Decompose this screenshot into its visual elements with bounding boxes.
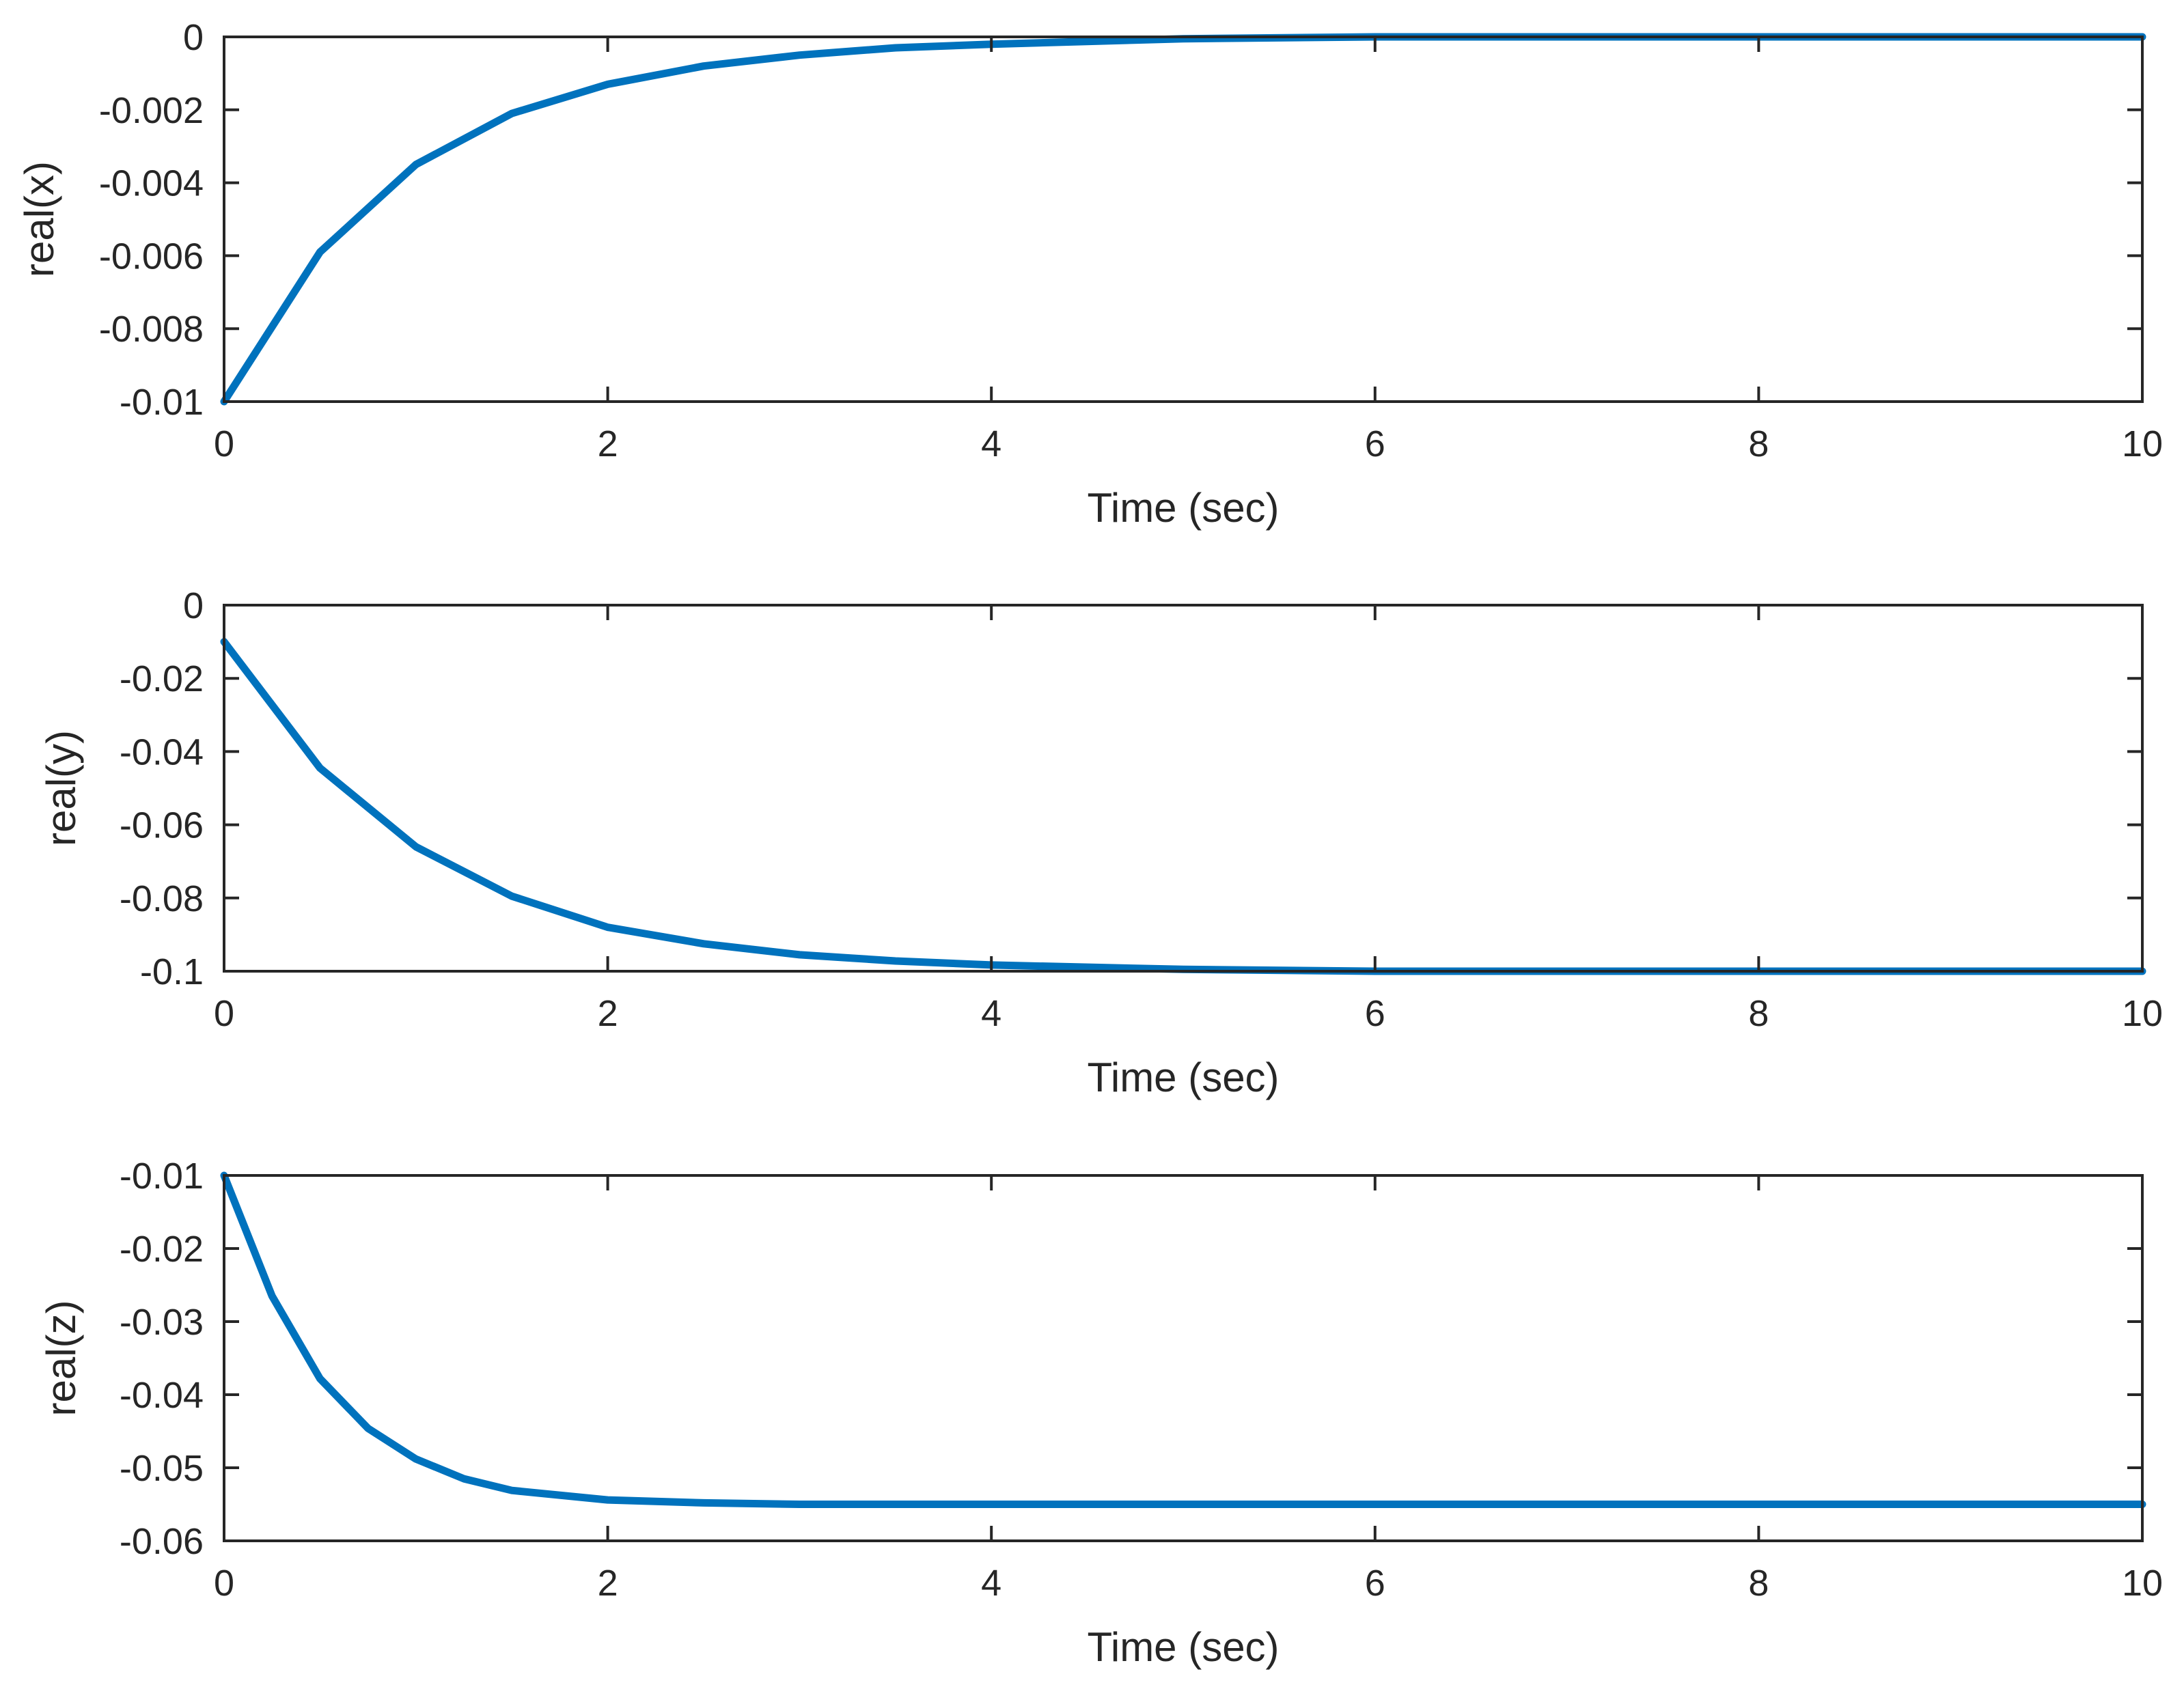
axes-frame-x: [223, 36, 2144, 403]
x-tick-label: 8: [1748, 423, 1769, 464]
x-tick-label: 6: [1365, 993, 1385, 1034]
series-line-z: [220, 1171, 2146, 1508]
y-tick-label: -0.006: [99, 236, 204, 277]
y-tick-label: 0: [183, 17, 204, 58]
y-tick-label: -0.002: [99, 90, 204, 131]
subplot-y: 0 2 4 6 8 10 0 -0.02 -0.04 -0.06 -0.08 -0.1 Time (se…: [38, 585, 2163, 1100]
x-axis-label: Time (sec): [1087, 485, 1279, 531]
y-tick-label: -0.05: [120, 1448, 204, 1489]
x-tick-label: 10: [2122, 1563, 2163, 1604]
y-tick-label: -0.1: [140, 951, 204, 992]
y-tick-label: -0.008: [99, 309, 204, 350]
x-tick-label: 2: [598, 1563, 618, 1604]
y-axis-label: real(x): [16, 161, 62, 277]
x-tick-label: 2: [598, 423, 618, 464]
y-tick-label: -0.02: [120, 1229, 204, 1270]
x-axis-label: Time (sec): [1087, 1624, 1279, 1670]
y-tick-label: -0.06: [120, 805, 204, 846]
y-tick-label: -0.004: [99, 163, 204, 204]
x-tick-label: 8: [1748, 993, 1769, 1034]
y-tick-label: -0.03: [120, 1302, 204, 1343]
x-tick-label: 10: [2122, 993, 2163, 1034]
y-tick-label: -0.04: [120, 1375, 204, 1416]
x-tick-label: 6: [1365, 423, 1385, 464]
x-tick-label: 4: [981, 993, 1001, 1034]
x-tick-label: 8: [1748, 1563, 1769, 1604]
axes-frame-y: [223, 604, 2144, 973]
y-tick-label: 0: [183, 585, 204, 626]
x-tick-label: 4: [981, 423, 1001, 464]
y-tick-label: -0.08: [120, 878, 204, 919]
x-tick-label: 2: [598, 993, 618, 1034]
x-tick-label: 10: [2122, 423, 2163, 464]
x-tick-label: 0: [214, 993, 234, 1034]
x-tick-label: 0: [214, 1563, 234, 1604]
subplot-z: 0 2 4 6 8 10 -0.01 -0.02 -0.03 -0.04 -0.05 -0.06 Tim…: [38, 1156, 2163, 1670]
y-axis-label: real(z): [38, 1300, 84, 1416]
y-axis-label: real(y): [38, 730, 84, 846]
y-tick-label: -0.01: [120, 382, 204, 423]
x-tick-label: 6: [1365, 1563, 1385, 1604]
y-tick-label: -0.02: [120, 658, 204, 699]
x-tick-label: 4: [981, 1563, 1001, 1604]
subplot-x: 0 2 4 6 8 10 0 -0.002 -0.004 -0.006 -0.008 -0.01 Tim…: [16, 17, 2163, 531]
y-tick-label: -0.04: [120, 731, 204, 772]
y-tick-label: -0.06: [120, 1521, 204, 1562]
x-axis-label: Time (sec): [1087, 1055, 1279, 1100]
subplots: 0 2 4 6 8 10 0 -0.002 -0.004 -0.006 -0.008 -0.01 Tim…: [16, 17, 2163, 1670]
y-tick-label: -0.01: [120, 1156, 204, 1197]
x-tick-label: 0: [214, 423, 234, 464]
axes-frame-z: [223, 1174, 2144, 1542]
